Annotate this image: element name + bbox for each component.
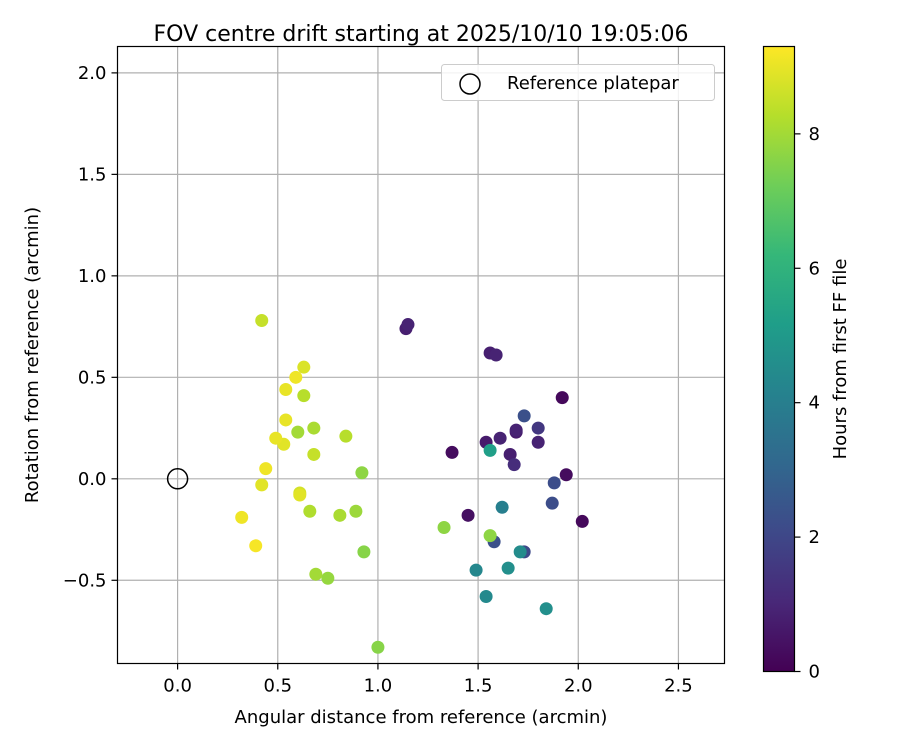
chart-title: FOV centre drift starting at 2025/10/10 … [154,22,689,47]
y-axis-label: Rotation from reference (arcmin) [22,207,43,503]
data-point [291,425,305,439]
x-tick-label: 0.5 [263,676,292,697]
data-point [479,590,493,604]
colorbar-bar [762,45,796,673]
y-tick-label: 0.0 [78,469,107,490]
data-point [303,504,317,518]
colorbar-ticks: 0 2 4 6 8 [794,124,820,683]
y-tick-label: −0.5 [63,570,107,591]
colorbar-tick-label: 6 [809,258,820,279]
data-point [339,429,353,443]
x-tick-label: 2.0 [564,676,593,697]
x-axis-label: Angular distance from reference (arcmin) [235,707,608,728]
y-tick-label: 1.5 [78,164,107,185]
data-point [255,478,269,492]
plot-frame [116,45,726,665]
y-axis-ticks: −0.5 0.0 0.5 1.0 1.5 2.0 [63,63,118,591]
x-axis-ticks: 0.0 0.5 1.0 1.5 2.0 2.5 [163,663,693,697]
data-point [293,488,307,502]
data-point [269,431,283,445]
data-point [321,571,335,585]
colorbar-tick-label: 0 [809,662,820,683]
scatter-points [235,313,589,654]
data-point [539,602,553,616]
data-point [309,567,323,581]
data-point [517,409,531,423]
data-point [559,468,573,482]
data-point [493,431,507,445]
x-tick-label: 0.0 [163,676,192,697]
colorbar-tick-label: 4 [809,393,820,414]
data-point [289,370,303,384]
legend-marker-icon [459,73,481,95]
data-point [307,421,321,435]
data-point [357,545,371,559]
legend-label: Reference platepar [507,73,679,94]
x-tick-label: 1.0 [364,676,393,697]
legend-box [441,64,715,101]
data-point [545,496,559,510]
data-point [531,435,545,449]
reference-platepar-marker [166,468,189,490]
data-point [333,508,347,522]
data-point [297,360,311,374]
data-point [531,421,545,435]
data-point [489,348,503,362]
data-point [445,445,459,459]
legend: Reference platepar [441,64,715,101]
data-point [371,640,385,654]
data-point [501,561,515,575]
colorbar-label: Hours from first FF file [830,259,851,460]
data-point [401,318,415,332]
y-tick-label: 1.0 [78,266,107,287]
x-tick-label: 1.5 [464,676,493,697]
data-point [555,391,569,405]
data-point [437,521,451,535]
data-point [513,545,527,559]
data-point [279,383,293,397]
data-point [255,313,269,327]
y-tick-label: 2.0 [78,63,107,84]
x-tick-label: 2.5 [664,676,693,697]
data-point [297,389,311,403]
data-point [547,476,561,490]
data-point [509,423,523,437]
colorbar-tick-label: 8 [809,124,820,145]
data-point [483,443,497,457]
y-tick-label: 0.5 [78,367,107,388]
data-point [461,508,475,522]
data-point [279,413,293,427]
data-point [495,500,509,514]
grid-lines [117,46,725,664]
data-point [235,510,249,524]
data-point [503,447,517,461]
colorbar: 0 2 4 6 8 Hours from first FF file [762,45,851,683]
data-point [259,462,273,476]
colorbar-tick-label: 2 [809,527,820,548]
data-point [483,529,497,543]
data-point [507,458,521,472]
data-point [349,504,363,518]
data-point [575,514,589,528]
data-point [307,447,321,461]
reference-marker-group [166,468,189,490]
data-point [249,539,263,553]
data-point [355,466,369,480]
data-point [469,563,483,577]
